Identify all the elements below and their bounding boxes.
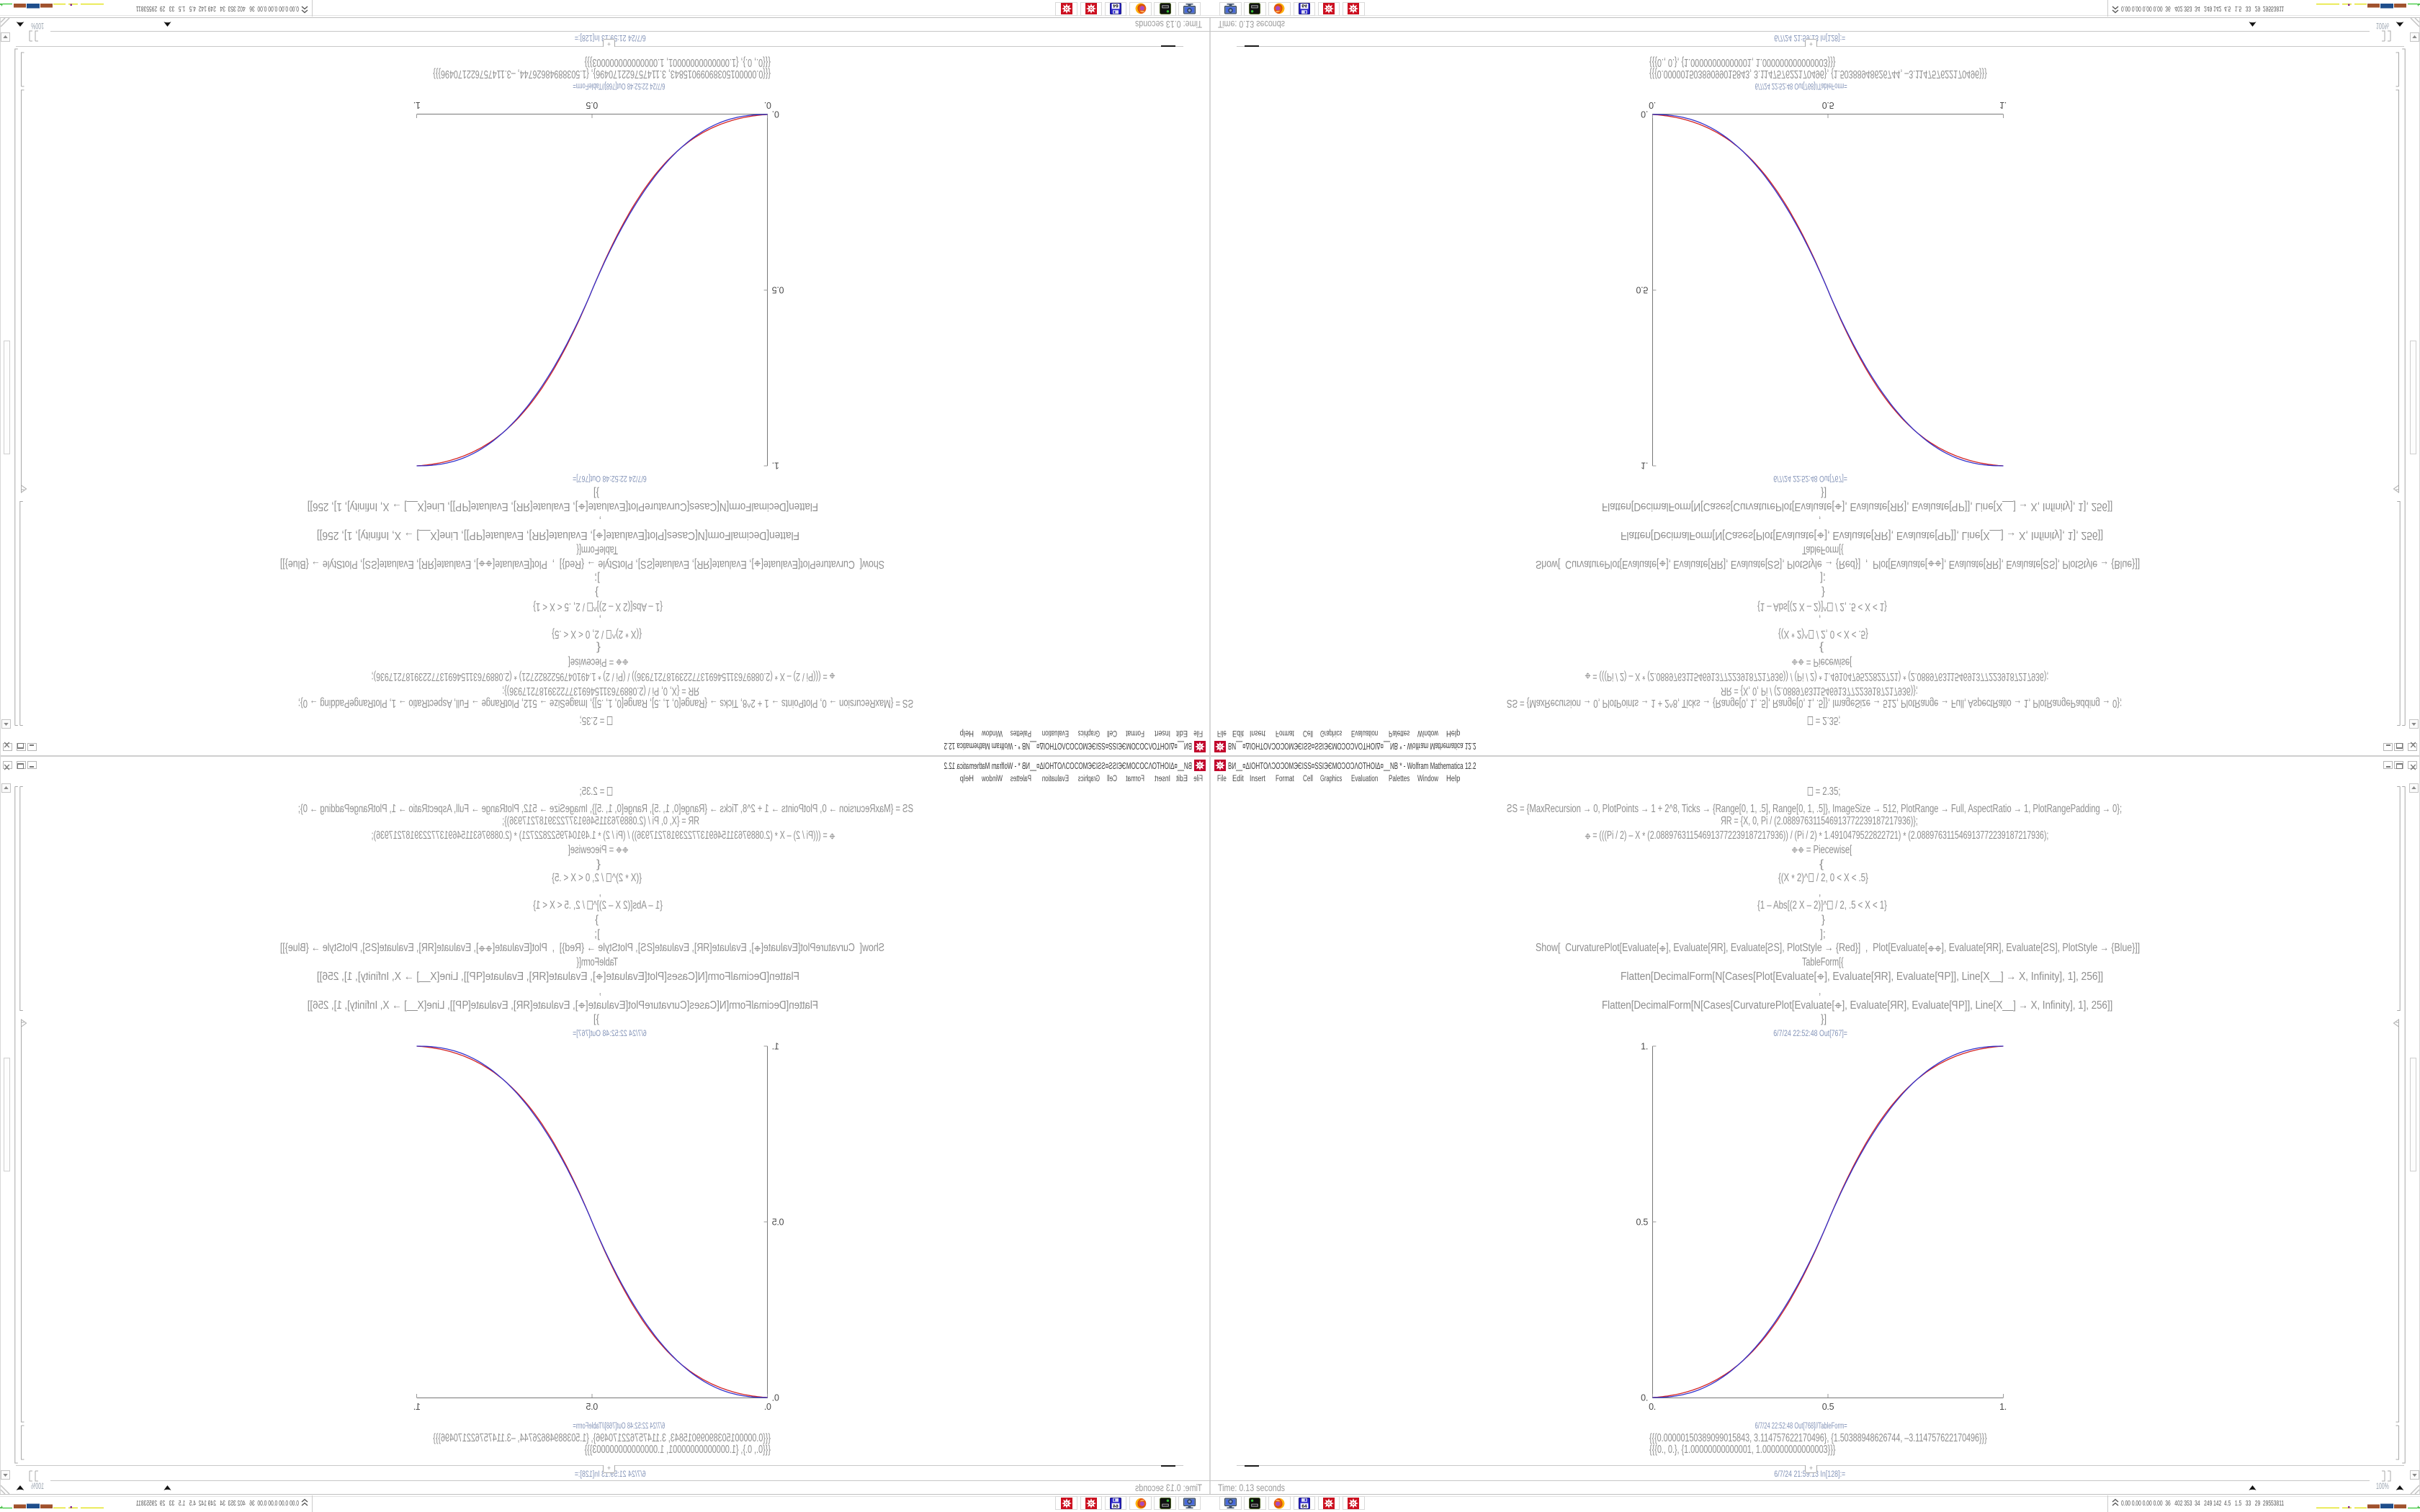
svg-text:0.5: 0.5 <box>1822 100 1834 110</box>
svg-text:64: 64 <box>1113 3 1119 8</box>
svg-text:0.: 0. <box>772 1393 779 1403</box>
svg-text:64: 64 <box>1301 1504 1307 1509</box>
svg-text:0.5: 0.5 <box>1636 285 1649 295</box>
svg-text:0.: 0. <box>764 100 771 110</box>
svg-text:1.: 1. <box>772 1042 779 1052</box>
svg-text:0.5: 0.5 <box>772 285 784 295</box>
svg-text:1.: 1. <box>413 100 421 110</box>
svg-text:1.: 1. <box>1641 461 1648 471</box>
svg-text:1.: 1. <box>772 461 779 471</box>
svg-text:0.: 0. <box>1649 1402 1656 1412</box>
svg-text:1.: 1. <box>1641 1042 1648 1052</box>
svg-text:0.5: 0.5 <box>1822 1402 1834 1412</box>
svg-text:1.: 1. <box>1999 100 2007 110</box>
svg-text:0.: 0. <box>1649 100 1656 110</box>
svg-text:0.5: 0.5 <box>1636 1218 1649 1228</box>
svg-text:1.: 1. <box>413 1402 421 1412</box>
svg-text:64: 64 <box>1301 3 1307 8</box>
svg-text:0.5: 0.5 <box>772 1218 784 1228</box>
svg-text:0.5: 0.5 <box>586 1402 598 1412</box>
svg-text:1.: 1. <box>1999 1402 2007 1412</box>
svg-text:0.: 0. <box>1641 109 1648 120</box>
svg-text:64: 64 <box>1113 1504 1119 1509</box>
svg-text:0.: 0. <box>1641 1393 1648 1403</box>
svg-text:0.: 0. <box>772 109 779 120</box>
svg-text:0.: 0. <box>764 1402 771 1412</box>
svg-text:0.5: 0.5 <box>586 100 598 110</box>
